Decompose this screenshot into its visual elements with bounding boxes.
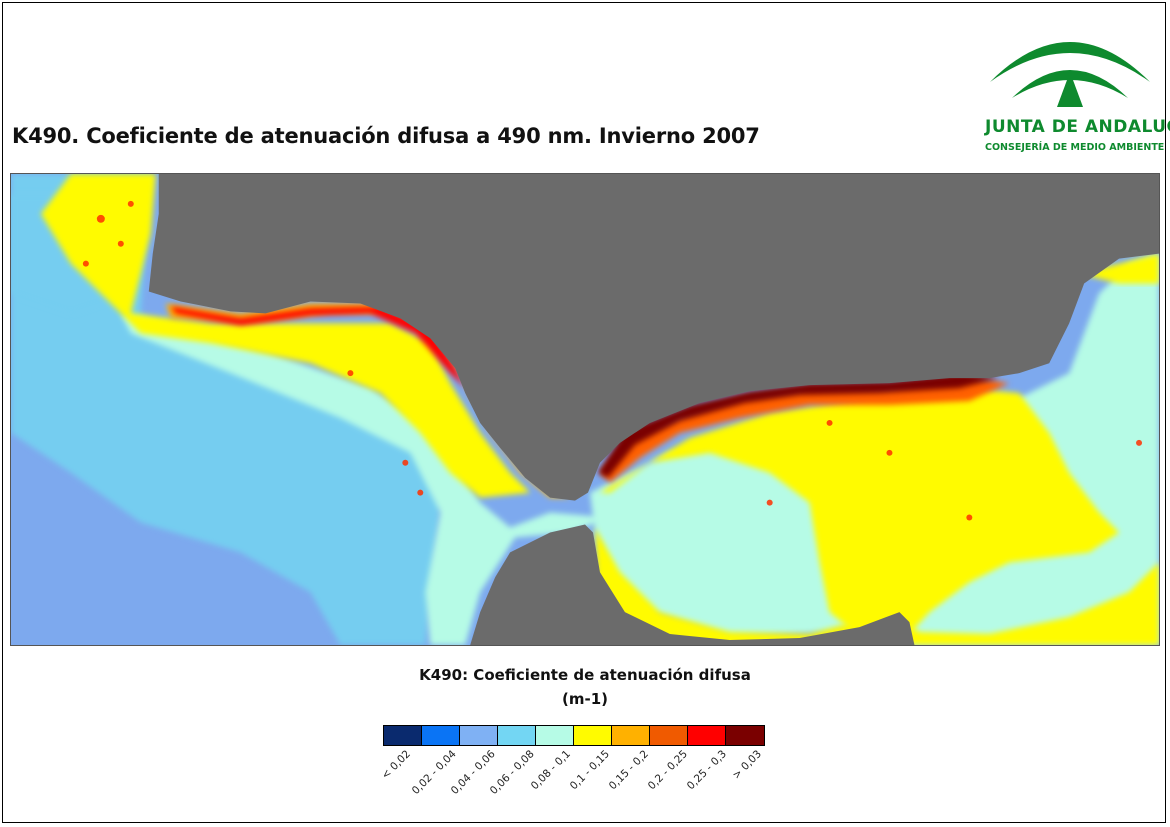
legend-label: > 0,03: [730, 748, 764, 782]
alboran-north-coast-dark: [597, 373, 1000, 478]
legend-label: < 0,02: [379, 748, 413, 782]
logo-name: JUNTA DE ANDALUCIA: [985, 117, 1170, 137]
legend-swatch: [460, 726, 498, 745]
legend-label: 0,25 - 0,3: [685, 748, 730, 793]
alboran-north-coast-fringe: [599, 378, 1010, 483]
legend-swatch: [574, 726, 612, 745]
legend-swatch: [498, 726, 536, 745]
legend-swatch: [612, 726, 650, 745]
logo-subtitle: CONSEJERÍA DE MEDIO AMBIENTE: [985, 142, 1165, 153]
atlantic-shelf-water: [120, 313, 610, 645]
map-title: K490. Coeficiente de atenuación difusa a…: [12, 124, 760, 148]
legend-swatch: [536, 726, 574, 745]
atlantic-coast-red: [170, 306, 466, 389]
alboran-east-yellow: [1079, 253, 1159, 284]
legend-labels: < 0,02 0,02 - 0,04 0,04 - 0,06 0,06 - 0,08 0…: [379, 748, 783, 818]
legend-swatch: [384, 726, 422, 745]
legend-title: K490: Coeficiente de atenuación difusa: [419, 666, 751, 684]
legend-swatch: [650, 726, 688, 745]
legend-swatch: [422, 726, 460, 745]
legend-label: 0,15 - 0,2: [607, 748, 652, 793]
alboran-turbid-water: [599, 388, 1120, 645]
junta-de-andalucia-logo: [990, 42, 1150, 107]
legend-label: 0,1 - 0,15: [568, 748, 613, 793]
atlantic-coastal-turbid: [40, 174, 531, 498]
k490-map: [10, 173, 1160, 646]
iberia-land: [148, 174, 1159, 501]
north-africa-land: [470, 524, 915, 645]
legend-unit: (m-1): [561, 690, 608, 708]
turbidity-hotspots: [82, 200, 1143, 521]
legend-label: 0,2 - 0,25: [646, 748, 691, 793]
legend-swatch: [726, 726, 764, 745]
legend-color-bar: [383, 725, 765, 746]
legend-swatch: [688, 726, 726, 745]
